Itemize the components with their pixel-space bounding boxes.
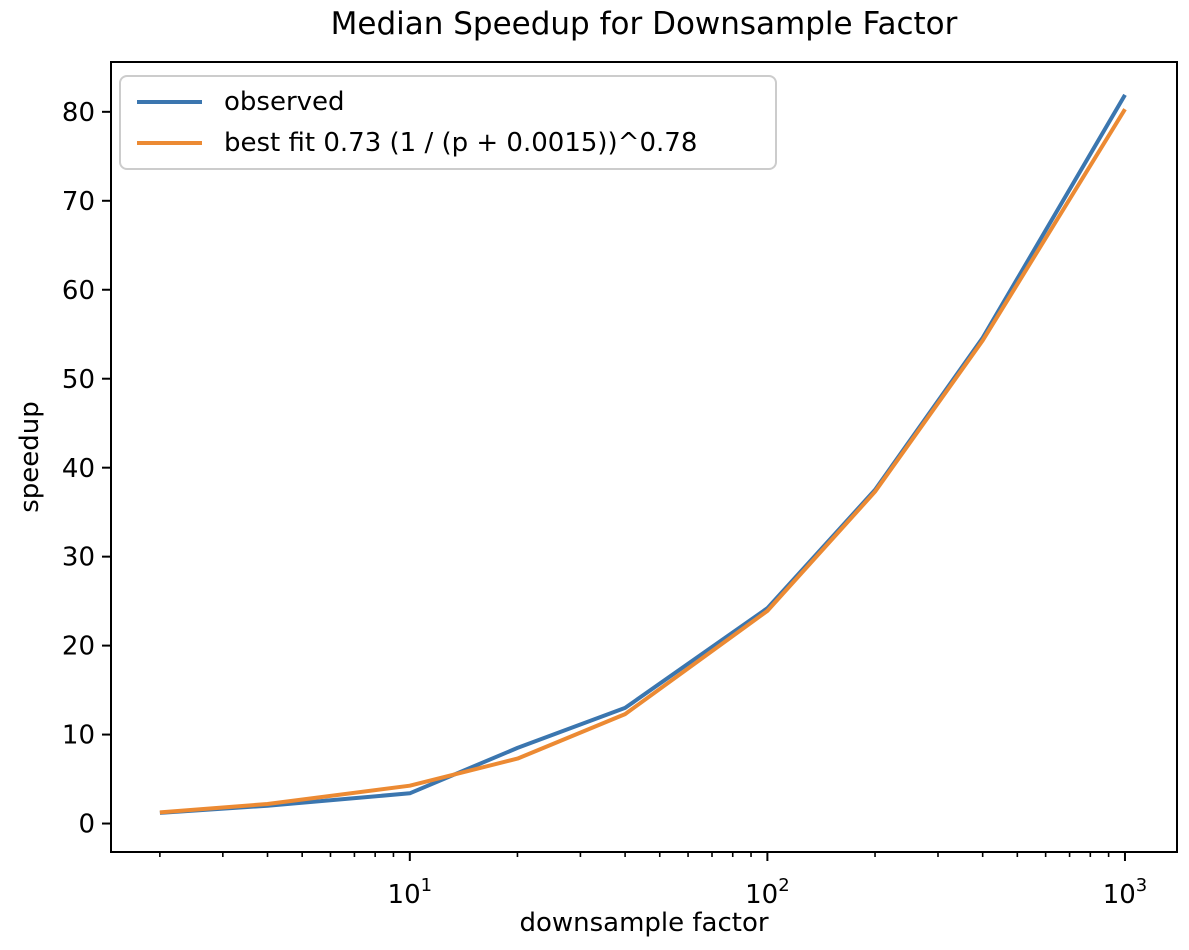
x-tick-label: 103 (1103, 875, 1148, 910)
y-tick-label: 50 (62, 365, 95, 395)
y-tick-label: 40 (62, 454, 95, 484)
legend-label-best-fit: best fit 0.73 (1 / (p + 0.0015))^0.78 (224, 128, 698, 159)
plot-spines (110, 61, 1178, 853)
y-tick-label: 70 (62, 187, 95, 217)
legend-label-observed: observed (224, 86, 345, 117)
x-tick-label: 101 (388, 875, 433, 910)
y-tick-label: 60 (62, 276, 95, 306)
legend-swatch-best-fit (137, 141, 202, 146)
y-tick-label: 0 (78, 810, 95, 840)
legend: observed best fit 0.73 (1 / (p + 0.0015)… (119, 75, 777, 170)
x-tick-label: 102 (745, 875, 790, 910)
series-line-observed (159, 93, 1127, 815)
legend-item-observed: observed (121, 81, 775, 123)
chart-title: Median Speedup for Downsample Factor (330, 6, 958, 42)
y-axis-label: speedup (15, 401, 45, 513)
legend-swatch-observed (137, 99, 202, 104)
legend-item-best-fit: best fit 0.73 (1 / (p + 0.0015))^0.78 (121, 123, 775, 165)
y-tick-label: 20 (62, 632, 95, 662)
series-line-best-fit (159, 108, 1127, 815)
y-tick-label: 30 (62, 543, 95, 573)
y-tick-label: 10 (62, 721, 95, 751)
x-axis-label: downsample factor (519, 908, 769, 938)
y-tick-label: 80 (62, 98, 95, 128)
